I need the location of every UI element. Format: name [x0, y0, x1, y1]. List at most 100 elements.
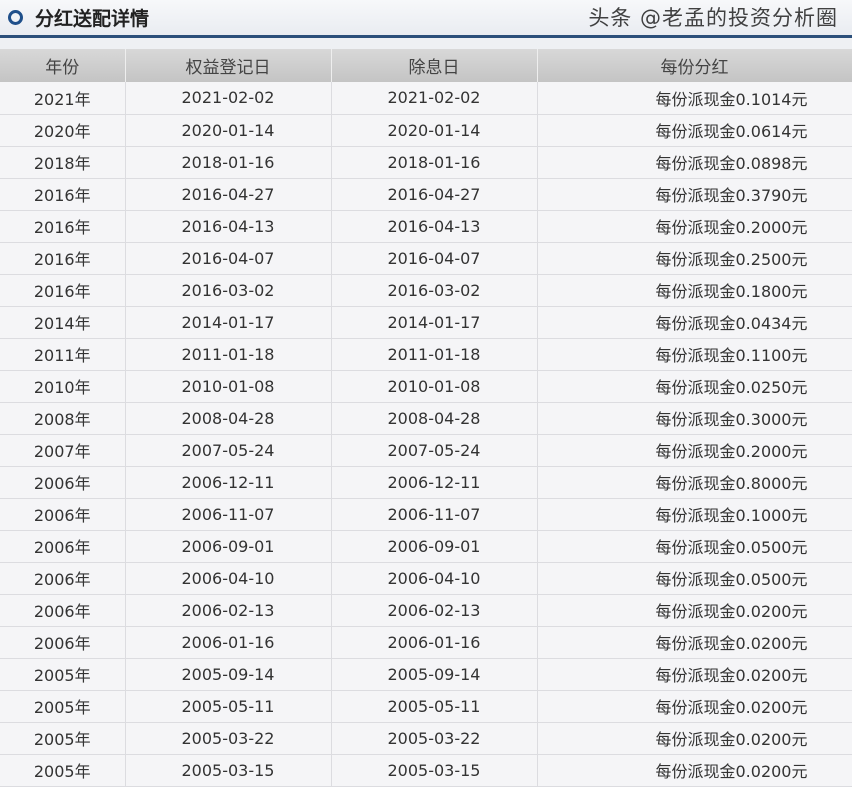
cell-record-date: 2011-01-18 [125, 338, 332, 371]
cell-year: 2007年 [0, 434, 126, 467]
cell-dividend: 每份派现金0.2500元 [537, 242, 852, 275]
cell-year: 2018年 [0, 146, 126, 179]
cell-ex-date: 2005-05-11 [331, 690, 538, 723]
cell-record-date: 2006-11-07 [125, 498, 332, 531]
table-row: 2007年 2007-05-24 2007-05-24 每份派现金0.2000元 [0, 434, 852, 467]
cell-record-date: 2014-01-17 [125, 306, 332, 339]
table-row: 2006年 2006-09-01 2006-09-01 每份派现金0.0500元 [0, 530, 852, 563]
table-row: 2020年 2020-01-14 2020-01-14 每份派现金0.0614元 [0, 114, 852, 147]
cell-year: 2005年 [0, 658, 126, 691]
cell-year: 2006年 [0, 530, 126, 563]
column-header-dividend: 每份分红 [537, 49, 852, 82]
table-row: 2005年 2005-09-14 2005-09-14 每份派现金0.0200元 [0, 658, 852, 691]
cell-record-date: 2016-04-07 [125, 242, 332, 275]
cell-dividend: 每份派现金0.0200元 [537, 594, 852, 627]
cell-ex-date: 2021-02-02 [331, 82, 538, 115]
cell-record-date: 2021-02-02 [125, 82, 332, 115]
cell-year: 2005年 [0, 690, 126, 723]
cell-record-date: 2008-04-28 [125, 402, 332, 435]
table-row: 2011年 2011-01-18 2011-01-18 每份派现金0.1100元 [0, 338, 852, 371]
cell-year: 2005年 [0, 722, 126, 755]
cell-year: 2021年 [0, 82, 126, 115]
cell-ex-date: 2014-01-17 [331, 306, 538, 339]
cell-dividend: 每份派现金0.3790元 [537, 178, 852, 211]
cell-year: 2010年 [0, 370, 126, 403]
table-row: 2010年 2010-01-08 2010-01-08 每份派现金0.0250元 [0, 370, 852, 403]
cell-year: 2014年 [0, 306, 126, 339]
cell-ex-date: 2006-02-13 [331, 594, 538, 627]
cell-ex-date: 2011-01-18 [331, 338, 538, 371]
cell-dividend: 每份派现金0.3000元 [537, 402, 852, 435]
cell-year: 2008年 [0, 402, 126, 435]
cell-record-date: 2016-04-13 [125, 210, 332, 243]
cell-dividend: 每份派现金0.2000元 [537, 434, 852, 467]
cell-dividend: 每份派现金0.0200元 [537, 722, 852, 755]
cell-record-date: 2006-01-16 [125, 626, 332, 659]
circle-bullet-icon [8, 10, 23, 25]
section-title: 分红送配详情 [35, 8, 150, 30]
table-row: 2005年 2005-03-22 2005-03-22 每份派现金0.0200元 [0, 722, 852, 755]
watermark: 头条 @老孟的投资分析圈 [588, 6, 838, 30]
cell-dividend: 每份派现金0.0434元 [537, 306, 852, 339]
cell-ex-date: 2006-11-07 [331, 498, 538, 531]
cell-dividend: 每份派现金0.0200元 [537, 754, 852, 787]
table-row: 2021年 2021-02-02 2021-02-02 每份派现金0.1014元 [0, 82, 852, 115]
cell-ex-date: 2008-04-28 [331, 402, 538, 435]
cell-ex-date: 2007-05-24 [331, 434, 538, 467]
cell-dividend: 每份派现金0.0200元 [537, 690, 852, 723]
cell-dividend: 每份派现金0.0500元 [537, 562, 852, 595]
cell-dividend: 每份派现金0.0200元 [537, 626, 852, 659]
table-row: 2008年 2008-04-28 2008-04-28 每份派现金0.3000元 [0, 402, 852, 435]
cell-record-date: 2006-09-01 [125, 530, 332, 563]
cell-ex-date: 2016-04-27 [331, 178, 538, 211]
cell-record-date: 2020-01-14 [125, 114, 332, 147]
cell-year: 2016年 [0, 274, 126, 307]
cell-year: 2006年 [0, 626, 126, 659]
cell-dividend: 每份派现金0.0250元 [537, 370, 852, 403]
cell-record-date: 2006-12-11 [125, 466, 332, 499]
cell-year: 2006年 [0, 498, 126, 531]
cell-ex-date: 2005-03-22 [331, 722, 538, 755]
cell-record-date: 2016-03-02 [125, 274, 332, 307]
cell-year: 2006年 [0, 562, 126, 595]
table-row: 2005年 2005-05-11 2005-05-11 每份派现金0.0200元 [0, 690, 852, 723]
cell-year: 2016年 [0, 178, 126, 211]
dividend-table: 年份 权益登记日 除息日 每份分红 2021年 2021-02-02 2021-02… [0, 49, 852, 787]
table-row: 2005年 2005-03-15 2005-03-15 每份派现金0.0200元 [0, 754, 852, 787]
cell-ex-date: 2018-01-16 [331, 146, 538, 179]
cell-dividend: 每份派现金0.1000元 [537, 498, 852, 531]
table-header-row: 年份 权益登记日 除息日 每份分红 [0, 49, 852, 82]
table-row: 2006年 2006-02-13 2006-02-13 每份派现金0.0200元 [0, 594, 852, 627]
column-header-record-date: 权益登记日 [125, 49, 332, 82]
cell-ex-date: 2006-04-10 [331, 562, 538, 595]
cell-ex-date: 2016-04-13 [331, 210, 538, 243]
cell-record-date: 2005-03-15 [125, 754, 332, 787]
cell-year: 2011年 [0, 338, 126, 371]
cell-record-date: 2016-04-27 [125, 178, 332, 211]
cell-year: 2005年 [0, 754, 126, 787]
cell-record-date: 2006-02-13 [125, 594, 332, 627]
section-header: 分红送配详情 头条 @老孟的投资分析圈 [0, 0, 852, 38]
cell-year: 2016年 [0, 210, 126, 243]
cell-ex-date: 2020-01-14 [331, 114, 538, 147]
cell-record-date: 2005-05-11 [125, 690, 332, 723]
table-row: 2006年 2006-04-10 2006-04-10 每份派现金0.0500元 [0, 562, 852, 595]
table-row: 2014年 2014-01-17 2014-01-17 每份派现金0.0434元 [0, 306, 852, 339]
cell-record-date: 2005-03-22 [125, 722, 332, 755]
cell-dividend: 每份派现金0.1014元 [537, 82, 852, 115]
cell-record-date: 2007-05-24 [125, 434, 332, 467]
cell-year: 2006年 [0, 594, 126, 627]
cell-dividend: 每份派现金0.1800元 [537, 274, 852, 307]
cell-year: 2016年 [0, 242, 126, 275]
cell-dividend: 每份派现金0.0898元 [537, 146, 852, 179]
cell-ex-date: 2005-09-14 [331, 658, 538, 691]
cell-ex-date: 2006-09-01 [331, 530, 538, 563]
table-row: 2006年 2006-12-11 2006-12-11 每份派现金0.8000元 [0, 466, 852, 499]
cell-record-date: 2010-01-08 [125, 370, 332, 403]
cell-year: 2020年 [0, 114, 126, 147]
cell-year: 2006年 [0, 466, 126, 499]
cell-record-date: 2018-01-16 [125, 146, 332, 179]
table-row: 2016年 2016-04-07 2016-04-07 每份派现金0.2500元 [0, 242, 852, 275]
cell-ex-date: 2016-04-07 [331, 242, 538, 275]
cell-dividend: 每份派现金0.0200元 [537, 658, 852, 691]
